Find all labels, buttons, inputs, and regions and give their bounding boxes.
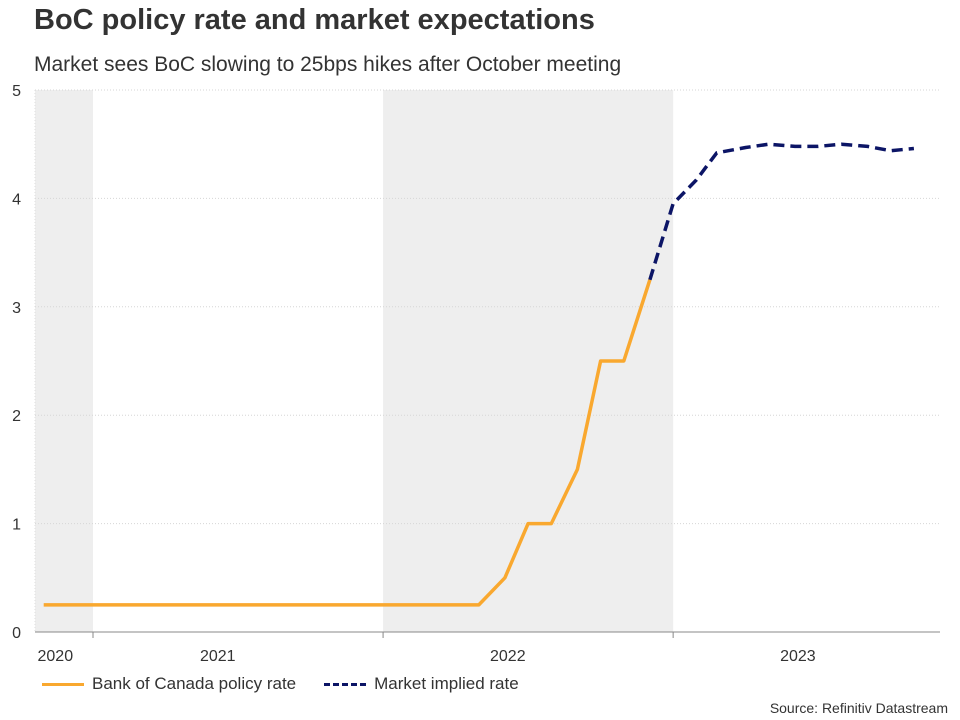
series-line-market-rate	[648, 142, 915, 281]
shaded-period-0	[35, 90, 94, 632]
y-tick-label: 3	[12, 300, 21, 317]
y-tick-label: 0	[12, 625, 21, 642]
chart-subtitle: Market sees BoC slowing to 25bps hikes a…	[34, 53, 622, 76]
legend-label-market-rate: Market implied rate	[374, 674, 519, 693]
x-tick-label-2020: 2020	[38, 648, 74, 665]
y-tick-label: 5	[12, 83, 21, 100]
y-tick-label: 2	[12, 408, 21, 425]
chart-area: 0 1 2 3 4 5 2020 2021 2022 2023	[12, 83, 940, 665]
legend-item-market-rate: Market implied rate	[324, 674, 519, 694]
legend-swatch-policy-rate	[42, 682, 84, 686]
legend: Bank of Canada policy rate Market implie…	[42, 672, 547, 696]
x-tick-label-2023: 2023	[780, 648, 816, 665]
x-tick-label-2021: 2021	[200, 648, 236, 665]
source-note: Source: Refinitiv Datastream	[769, 700, 948, 716]
chart-title: BoC policy rate and market expectations	[34, 4, 595, 36]
legend-swatch-market-rate	[324, 682, 367, 686]
shaded-period-1	[383, 90, 674, 632]
y-tick-label: 1	[12, 517, 21, 534]
series-line-policy-rate	[43, 279, 652, 607]
y-tick-label: 4	[12, 191, 21, 208]
x-tick-label-2022: 2022	[490, 648, 526, 665]
legend-label-policy-rate: Bank of Canada policy rate	[92, 674, 297, 693]
legend-item-policy-rate: Bank of Canada policy rate	[42, 674, 296, 694]
